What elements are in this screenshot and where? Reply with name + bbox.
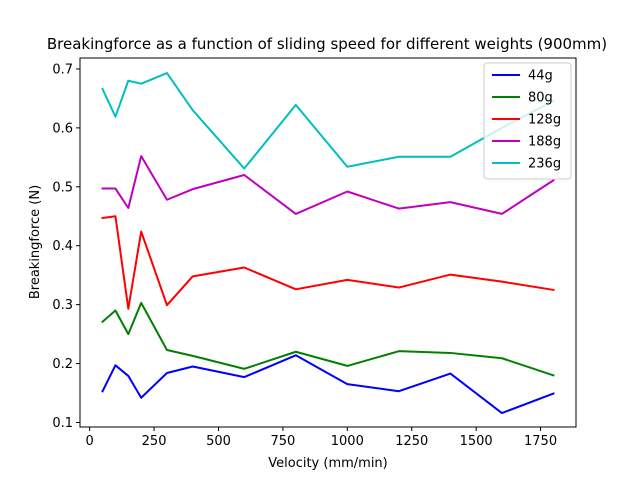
- legend-label: 188g: [528, 135, 561, 150]
- series-line-188g: [101, 155, 555, 215]
- series-80g: [101, 301, 555, 377]
- y-tick-label: 0.6: [52, 121, 73, 136]
- legend-item-128g: 128g: [492, 113, 561, 128]
- y-axis-label: Breakingforce (N): [28, 185, 43, 299]
- series-line-128g: [101, 215, 555, 310]
- x-tick-label: 1750: [524, 434, 557, 449]
- x-tick-label: 1250: [395, 434, 428, 449]
- y-tick-label: 0.5: [52, 180, 73, 195]
- legend-item-80g: 80g: [492, 91, 553, 106]
- axes-frame: [79, 57, 577, 428]
- series-188g: [101, 155, 555, 215]
- legend: 44g 80g 128g 188g 236g: [483, 62, 572, 180]
- y-tick-label: 0.2: [52, 357, 73, 372]
- legend-item-236g: 236g: [492, 157, 561, 172]
- x-axis-label: Velocity (mm/min): [268, 456, 388, 471]
- x-tick-label: 1000: [331, 434, 364, 449]
- series-line-44g: [101, 354, 555, 415]
- series-44g: [101, 354, 555, 415]
- series-128g: [101, 215, 555, 310]
- x-tick-label: 500: [206, 434, 231, 449]
- x-tick-label: 0: [86, 434, 94, 449]
- chart-title: Breakingforce as a function of sliding s…: [47, 35, 607, 53]
- legend-label: 236g: [528, 157, 561, 172]
- y-axis-ticks: 0.1 0.2 0.3 0.4 0.5 0.6 0.7: [52, 62, 80, 431]
- x-tick-label: 250: [142, 434, 167, 449]
- legend-item-188g: 188g: [492, 135, 561, 150]
- legend-box: [483, 62, 572, 180]
- y-tick-label: 0.3: [52, 298, 73, 313]
- x-tick-label: 750: [270, 434, 295, 449]
- legend-label: 44g: [528, 69, 553, 84]
- legend-label: 80g: [528, 91, 553, 106]
- x-tick-label: 1500: [460, 434, 493, 449]
- y-tick-label: 0.7: [52, 62, 73, 77]
- legend-label: 128g: [528, 113, 561, 128]
- y-tick-label: 0.4: [52, 239, 73, 254]
- series-line-236g: [101, 72, 555, 170]
- series-line-80g: [101, 301, 555, 377]
- series-layer: [101, 72, 555, 415]
- legend-item-44g: 44g: [492, 69, 553, 84]
- series-236g: [101, 72, 555, 170]
- x-axis-ticks: 0 250 500 750 1000 1250 1500 1750: [86, 427, 557, 449]
- y-tick-label: 0.1: [52, 416, 73, 431]
